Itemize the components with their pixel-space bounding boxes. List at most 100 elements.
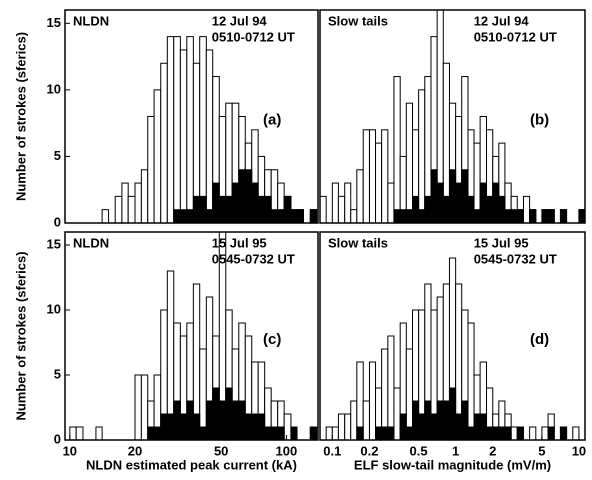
- histogram-bar: [218, 195, 227, 224]
- histogram-bar: [238, 400, 246, 441]
- histogram-bar: [205, 400, 214, 441]
- histogram-bar: [251, 413, 259, 441]
- histogram-bar: [356, 426, 364, 441]
- histogram-bar: [529, 426, 537, 441]
- y-tick-label: 0: [54, 214, 61, 229]
- histogram-bar: [205, 49, 214, 224]
- histogram-bar: [405, 209, 414, 224]
- histogram-bar: [467, 426, 475, 441]
- y-axis-label: Number of strokes (sferics): [13, 32, 28, 201]
- histogram-bar: [199, 36, 207, 224]
- histogram-bar: [516, 209, 524, 224]
- histogram-bar: [331, 426, 339, 441]
- histogram-bar: [362, 129, 370, 224]
- histogram-bar: [140, 374, 149, 441]
- date-label: 15 Jul 95: [212, 235, 267, 250]
- histogram-bar: [134, 182, 142, 224]
- histogram-bar: [368, 129, 377, 224]
- histogram-bar: [559, 209, 568, 224]
- histogram-bar: [504, 209, 512, 224]
- histogram-bar: [179, 413, 188, 441]
- histogram-bar: [283, 413, 292, 441]
- histogram-bar: [173, 209, 181, 224]
- histogram-bar: [264, 426, 272, 441]
- axes-frame: [319, 231, 586, 441]
- histogram-bar: [244, 169, 253, 224]
- histogram-bar: [381, 348, 389, 441]
- histogram-bar: [192, 413, 201, 441]
- histogram-bar: [393, 387, 401, 441]
- histogram-bar: [375, 426, 383, 441]
- x-tick-label: 5: [538, 443, 545, 458]
- histogram-bar: [101, 209, 110, 224]
- time-label: 0510-0712 UT: [212, 29, 295, 44]
- histogram-bar: [405, 426, 414, 441]
- histogram-bar: [350, 209, 358, 224]
- histogram-bar: [510, 209, 518, 224]
- histogram-bar: [277, 209, 285, 224]
- time-label: 0545-0732 UT: [212, 251, 295, 266]
- histogram-bar: [212, 182, 220, 224]
- histogram-bar: [455, 413, 463, 441]
- histogram-bar: [541, 426, 549, 441]
- histogram-bar: [95, 426, 103, 441]
- histogram-bar: [331, 182, 339, 224]
- histogram-bar: [473, 413, 481, 441]
- x-tick-label: 100: [276, 443, 298, 458]
- time-label: 0545-0732 UT: [474, 251, 557, 266]
- histogram-bar: [251, 182, 259, 224]
- histogram-bar: [166, 36, 175, 224]
- histogram-bar: [325, 426, 333, 441]
- y-tick-label: 10: [47, 301, 61, 316]
- histogram-bar: [529, 209, 537, 224]
- histogram-bar: [186, 209, 194, 224]
- x-tick-label: 10: [63, 443, 77, 458]
- y-tick-label: 15: [47, 15, 61, 30]
- histogram-bar: [199, 348, 207, 441]
- histogram-bar: [134, 374, 142, 441]
- histogram-bar: [399, 413, 407, 441]
- histogram-bar: [337, 413, 346, 441]
- histogram-bar: [467, 195, 475, 224]
- histogram-bar: [290, 209, 298, 224]
- histogram-bar: [368, 361, 377, 441]
- histogram-bar: [257, 413, 266, 441]
- axes-frame: [319, 9, 586, 224]
- histogram-bar: [424, 400, 432, 441]
- histogram-bar: [173, 36, 181, 224]
- histogram-bar: [205, 209, 214, 224]
- histogram-bar: [461, 169, 469, 224]
- x-tick-label: 10: [572, 443, 586, 458]
- histogram-bar: [418, 209, 426, 224]
- histogram-bar: [498, 195, 506, 224]
- histogram-bar: [290, 426, 298, 441]
- histogram-bar: [344, 182, 352, 224]
- histogram-bar: [516, 426, 524, 441]
- histogram-bar: [436, 400, 444, 441]
- histogram-bar: [344, 413, 352, 441]
- histogram-bar: [173, 400, 181, 441]
- histogram-bar: [399, 209, 407, 224]
- x-tick-label: 1: [452, 443, 459, 458]
- histogram-bar: [455, 182, 463, 224]
- histogram-bar: [218, 400, 227, 441]
- time-label: 0510-0712 UT: [474, 29, 557, 44]
- histogram-bar: [277, 426, 285, 441]
- panel-letter: (b): [530, 112, 549, 129]
- histogram-bar: [448, 169, 457, 224]
- histogram-bar: [412, 195, 420, 224]
- histogram-bar: [418, 413, 426, 441]
- axes-frame: [64, 9, 319, 224]
- histogram-bar: [186, 400, 194, 441]
- histogram-bar: [147, 426, 155, 441]
- histogram-bar: [442, 400, 450, 441]
- y-tick-label: 0: [54, 431, 61, 446]
- histogram-bar: [153, 89, 162, 224]
- histogram-bar: [479, 182, 488, 224]
- histogram-bar: [257, 195, 266, 224]
- panel-letter: (c): [263, 331, 281, 348]
- panel-letter: (a): [263, 112, 281, 129]
- histogram-bar: [430, 413, 438, 441]
- histogram-bar: [153, 426, 162, 441]
- histogram-bar: [547, 209, 555, 224]
